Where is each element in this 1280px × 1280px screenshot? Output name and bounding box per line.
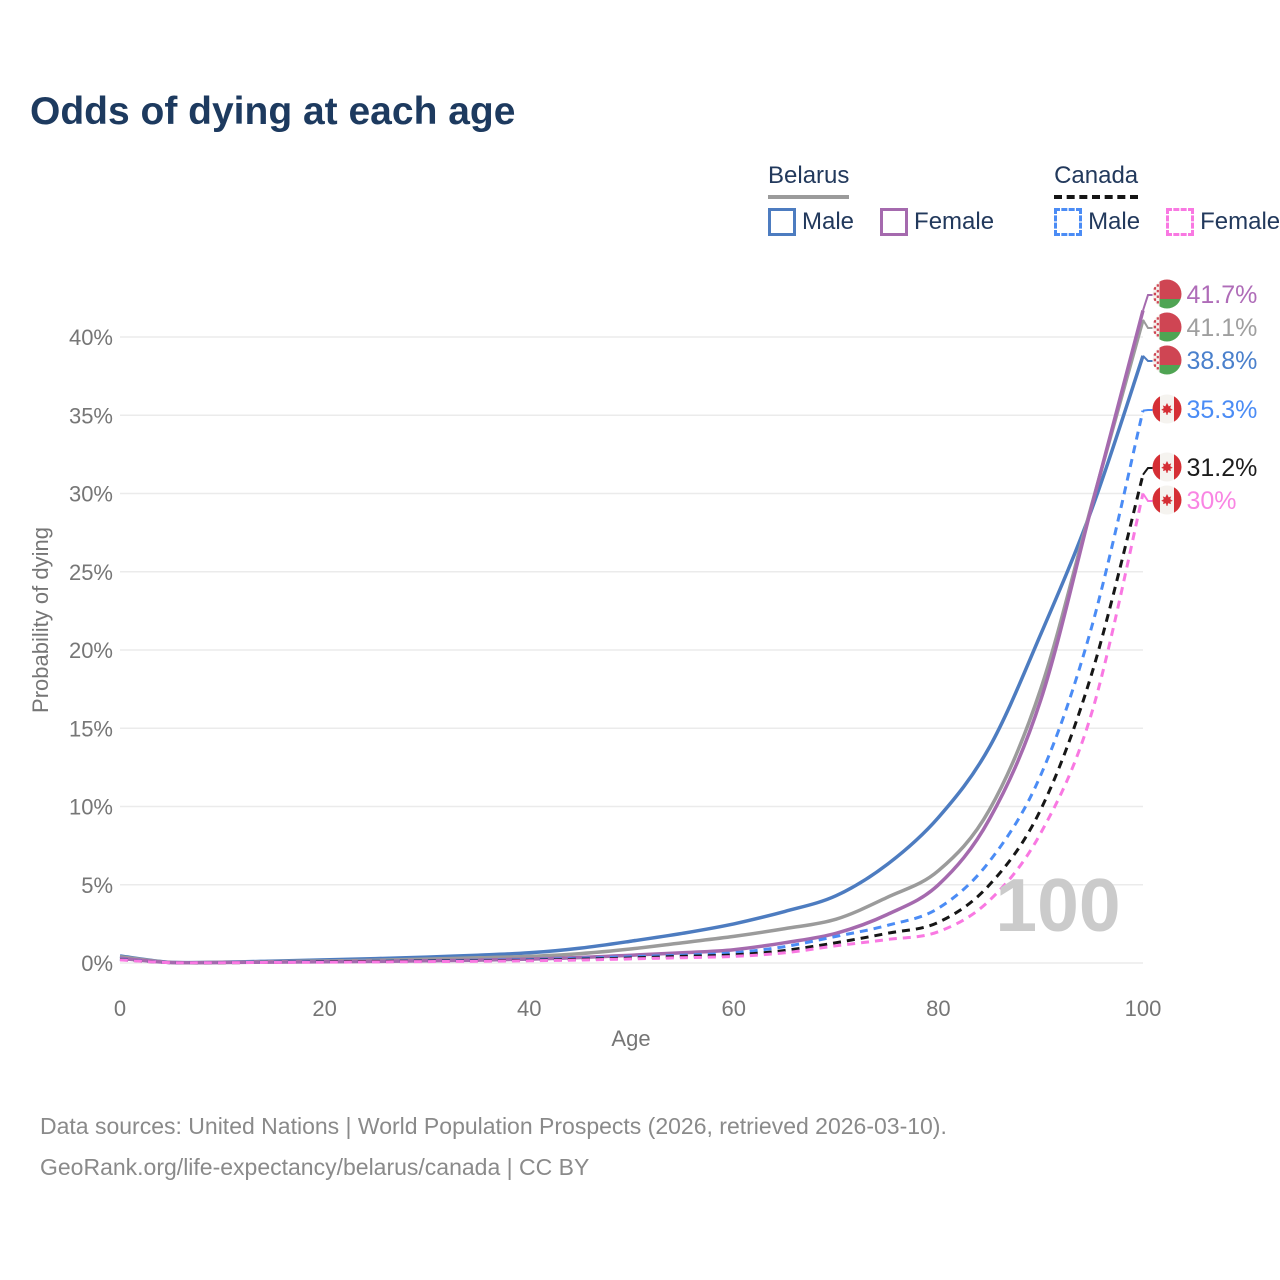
y-tick-label: 25% <box>69 560 113 585</box>
canada-male-swatch-icon <box>1054 208 1083 236</box>
legend-item-label: Female <box>914 208 995 235</box>
legend-group-title-canada[interactable]: Canada <box>1054 162 1139 199</box>
canada-flag-icon <box>1152 485 1182 515</box>
age-counter-watermark: 100 <box>995 863 1121 947</box>
legend-group-title-belarus[interactable]: Belarus <box>768 162 850 199</box>
belarus-flag-icon <box>1152 279 1182 309</box>
x-tick-label: 100 <box>1125 996 1162 1021</box>
series-line-canada-female[interactable] <box>119 493 1145 965</box>
end-value-label-belarus-total: 41.1% <box>1187 314 1258 342</box>
y-tick-label: 30% <box>69 482 113 507</box>
end-value-label-belarus-female: 41.7% <box>1187 281 1258 309</box>
canada-female-swatch-icon <box>1166 208 1195 236</box>
legend-item-canada-male[interactable]: Male <box>1054 208 1140 236</box>
y-axis-title: Probability of dying <box>28 527 53 713</box>
legend-item-label: Male <box>802 208 855 235</box>
legend-group-belarus: Belarus Male Female <box>768 162 994 236</box>
y-tick-label: 20% <box>69 638 113 663</box>
legend-item-label: Male <box>1088 208 1141 235</box>
belarus-female-swatch-icon <box>880 208 909 236</box>
series-line-belarus-total[interactable] <box>119 319 1145 965</box>
footer: Data sources: United Nations | World Pop… <box>40 1106 947 1188</box>
canada-flag-icon <box>1152 452 1182 482</box>
label-connector <box>1142 492 1153 502</box>
y-tick-label: 0% <box>81 951 113 976</box>
end-value-label-canada-female: 30% <box>1187 487 1237 515</box>
x-tick-label: 40 <box>517 996 541 1021</box>
legend: Belarus Male Female Canada Male <box>768 162 1280 236</box>
x-tick-label: 80 <box>926 996 950 1021</box>
y-tick-label: 10% <box>69 795 113 820</box>
label-connector <box>1142 294 1153 311</box>
footer-link-line: GeoRank.org/life-expectancy/belarus/cana… <box>40 1154 590 1180</box>
maple-leaf-icon <box>1161 461 1173 473</box>
end-value-label-belarus-male: 38.8% <box>1187 347 1258 375</box>
y-tick-label: 35% <box>69 403 113 428</box>
label-connector <box>1142 355 1153 362</box>
legend-item-belarus-male[interactable]: Male <box>768 208 854 236</box>
y-tick-label: 40% <box>69 325 113 350</box>
y-tick-label: 5% <box>81 873 113 898</box>
x-tick-label: 20 <box>312 996 336 1021</box>
footer-sources-line: Data sources: United Nations | World Pop… <box>40 1113 947 1139</box>
series-line-belarus-female[interactable] <box>119 309 1145 965</box>
end-value-label-canada-male: 35.3% <box>1187 396 1258 424</box>
x-tick-label: 60 <box>722 996 746 1021</box>
y-tick-label: 15% <box>69 716 113 741</box>
chart-title: Odds of dying at each age <box>30 90 516 133</box>
label-connector <box>1142 467 1153 476</box>
x-tick-label: 0 <box>114 996 126 1021</box>
legend-group-canada: Canada Male Female <box>1054 162 1280 236</box>
legend-item-canada-female[interactable]: Female <box>1166 208 1280 236</box>
maple-leaf-icon <box>1161 403 1173 415</box>
label-connector <box>1142 319 1153 329</box>
belarus-male-swatch-icon <box>768 208 796 236</box>
canada-flag-icon <box>1152 394 1182 424</box>
belarus-flag-icon <box>1152 345 1182 375</box>
legend-item-label: Female <box>1200 208 1280 235</box>
x-axis-title: Age <box>611 1026 651 1051</box>
belarus-flag-icon <box>1152 312 1182 342</box>
legend-item-belarus-female[interactable]: Female <box>880 208 994 236</box>
maple-leaf-icon <box>1161 494 1173 506</box>
label-connector <box>1142 409 1153 412</box>
end-value-label-canada-total: 31.2% <box>1187 454 1258 482</box>
